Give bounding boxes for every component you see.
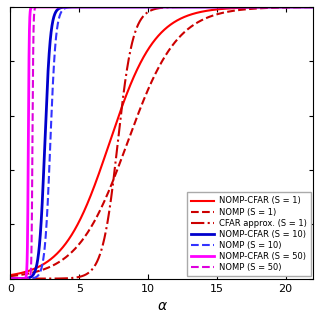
NOMP-CFAR (S = 50)	[43, 5, 47, 9]
NOMP (S = 50)	[47, 5, 51, 9]
NOMP-CFAR (S = 10)	[61, 5, 65, 9]
NOMP-CFAR (S = 1)	[124, 93, 128, 97]
NOMP-CFAR (S = 1)	[9, 273, 12, 277]
NOMP-CFAR (S = 10)	[9, 277, 12, 281]
NOMP-CFAR (S = 10)	[43, 138, 47, 142]
NOMP (S = 10)	[124, 5, 128, 9]
NOMP-CFAR (S = 1)	[43, 261, 47, 265]
NOMP (S = 10)	[9, 277, 12, 281]
NOMP-CFAR (S = 10)	[124, 5, 128, 9]
NOMP-CFAR (S = 10)	[305, 5, 309, 9]
NOMP (S = 1)	[124, 143, 128, 147]
Line: NOMP-CFAR (S = 1): NOMP-CFAR (S = 1)	[11, 7, 313, 275]
NOMP (S = 50)	[61, 5, 65, 9]
Line: NOMP (S = 1): NOMP (S = 1)	[11, 7, 313, 276]
NOMP-CFAR (S = 50)	[311, 5, 315, 9]
NOMP-CFAR (S = 50)	[125, 5, 129, 9]
NOMP (S = 10)	[43, 243, 47, 247]
NOMP (S = 10)	[273, 5, 276, 9]
NOMP (S = 50)	[273, 5, 276, 9]
NOMP-CFAR (S = 1)	[305, 5, 309, 9]
NOMP (S = 10)	[305, 5, 309, 9]
NOMP-CFAR (S = 1)	[311, 5, 315, 9]
CFAR approx. (S = 1)	[311, 5, 315, 9]
NOMP (S = 1)	[9, 274, 12, 278]
NOMP (S = 50)	[9, 277, 12, 281]
CFAR approx. (S = 1)	[305, 5, 309, 9]
CFAR approx. (S = 1)	[124, 71, 128, 75]
Line: NOMP-CFAR (S = 50): NOMP-CFAR (S = 50)	[11, 7, 313, 279]
CFAR approx. (S = 1)	[138, 20, 141, 24]
NOMP (S = 10)	[149, 5, 153, 9]
Line: NOMP-CFAR (S = 10): NOMP-CFAR (S = 10)	[11, 7, 313, 279]
Line: CFAR approx. (S = 1): CFAR approx. (S = 1)	[11, 7, 313, 279]
NOMP (S = 50)	[305, 5, 309, 9]
NOMP (S = 10)	[311, 5, 315, 9]
NOMP (S = 1)	[311, 5, 315, 9]
NOMP-CFAR (S = 10)	[311, 5, 315, 9]
NOMP (S = 10)	[138, 5, 141, 9]
CFAR approx. (S = 1)	[9, 277, 12, 281]
NOMP (S = 10)	[61, 8, 65, 12]
NOMP (S = 50)	[311, 5, 315, 9]
NOMP (S = 50)	[125, 5, 129, 9]
NOMP-CFAR (S = 50)	[138, 5, 142, 9]
NOMP-CFAR (S = 10)	[144, 5, 148, 9]
NOMP (S = 1)	[61, 258, 65, 261]
Line: NOMP (S = 10): NOMP (S = 10)	[11, 7, 313, 279]
NOMP-CFAR (S = 50)	[273, 5, 276, 9]
NOMP-CFAR (S = 10)	[273, 5, 276, 9]
NOMP-CFAR (S = 1)	[138, 63, 141, 67]
NOMP-CFAR (S = 1)	[273, 5, 276, 9]
NOMP (S = 1)	[305, 5, 309, 9]
NOMP (S = 50)	[43, 5, 47, 9]
CFAR approx. (S = 1)	[61, 276, 65, 280]
CFAR approx. (S = 1)	[273, 5, 276, 9]
NOMP-CFAR (S = 1)	[61, 245, 65, 249]
NOMP-CFAR (S = 50)	[9, 277, 12, 281]
CFAR approx. (S = 1)	[43, 277, 47, 281]
Line: NOMP (S = 50): NOMP (S = 50)	[11, 7, 313, 279]
X-axis label: α: α	[157, 299, 166, 313]
NOMP (S = 1)	[273, 6, 276, 10]
NOMP (S = 1)	[138, 108, 141, 112]
NOMP-CFAR (S = 10)	[138, 5, 141, 9]
NOMP-CFAR (S = 50)	[61, 5, 65, 9]
NOMP (S = 1)	[43, 267, 47, 271]
NOMP-CFAR (S = 50)	[305, 5, 309, 9]
Legend: NOMP-CFAR (S = 1), NOMP (S = 1), CFAR approx. (S = 1), NOMP-CFAR (S = 10), NOMP : NOMP-CFAR (S = 1), NOMP (S = 1), CFAR ap…	[187, 192, 310, 276]
NOMP-CFAR (S = 50)	[43, 5, 47, 9]
NOMP (S = 50)	[138, 5, 142, 9]
